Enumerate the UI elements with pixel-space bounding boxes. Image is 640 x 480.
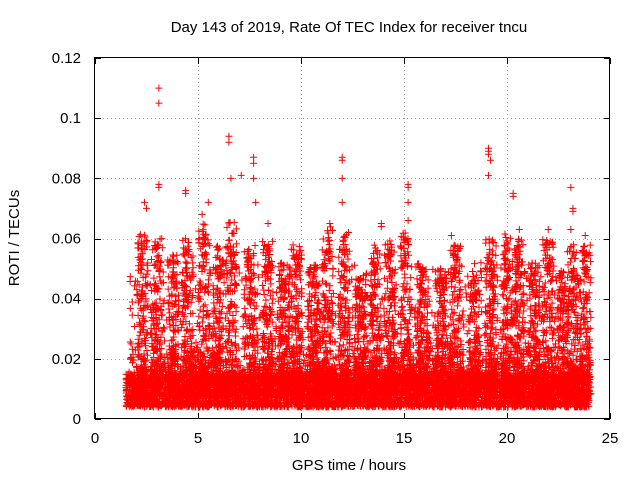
data-points [122, 84, 595, 411]
data-point [143, 351, 151, 359]
chart-title: Day 143 of 2019, Rate Of TEC Index for r… [171, 19, 528, 36]
